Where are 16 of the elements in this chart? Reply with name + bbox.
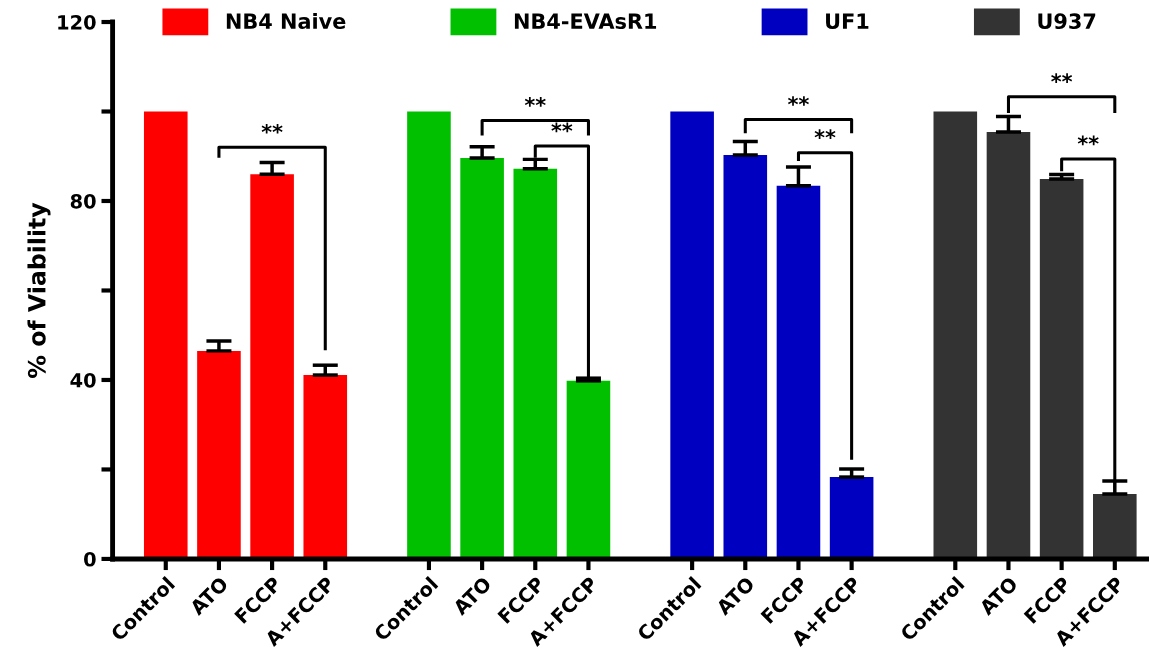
legend-label: UF1 [826, 13, 869, 30]
y-tick-label: 40 [70, 372, 96, 388]
annotation: ** [1077, 135, 1099, 146]
annotation: ** [261, 123, 283, 134]
annotation: ** [524, 97, 546, 107]
legend-label: NB4 Naive [226, 12, 346, 30]
y-tick-label: 0 [84, 551, 96, 567]
annotation: ** [814, 129, 836, 139]
legend-label: NB4-EVAsR1 [514, 13, 657, 30]
y-axis-title: % of Viability [27, 202, 51, 378]
y-tick-label: 120 [58, 14, 96, 30]
annotation: ** [787, 96, 809, 106]
y-tick-label: 80 [70, 193, 96, 209]
annotation: ** [1051, 73, 1073, 84]
legend-label: U937 [1038, 13, 1096, 30]
annotation: ** [551, 122, 573, 133]
